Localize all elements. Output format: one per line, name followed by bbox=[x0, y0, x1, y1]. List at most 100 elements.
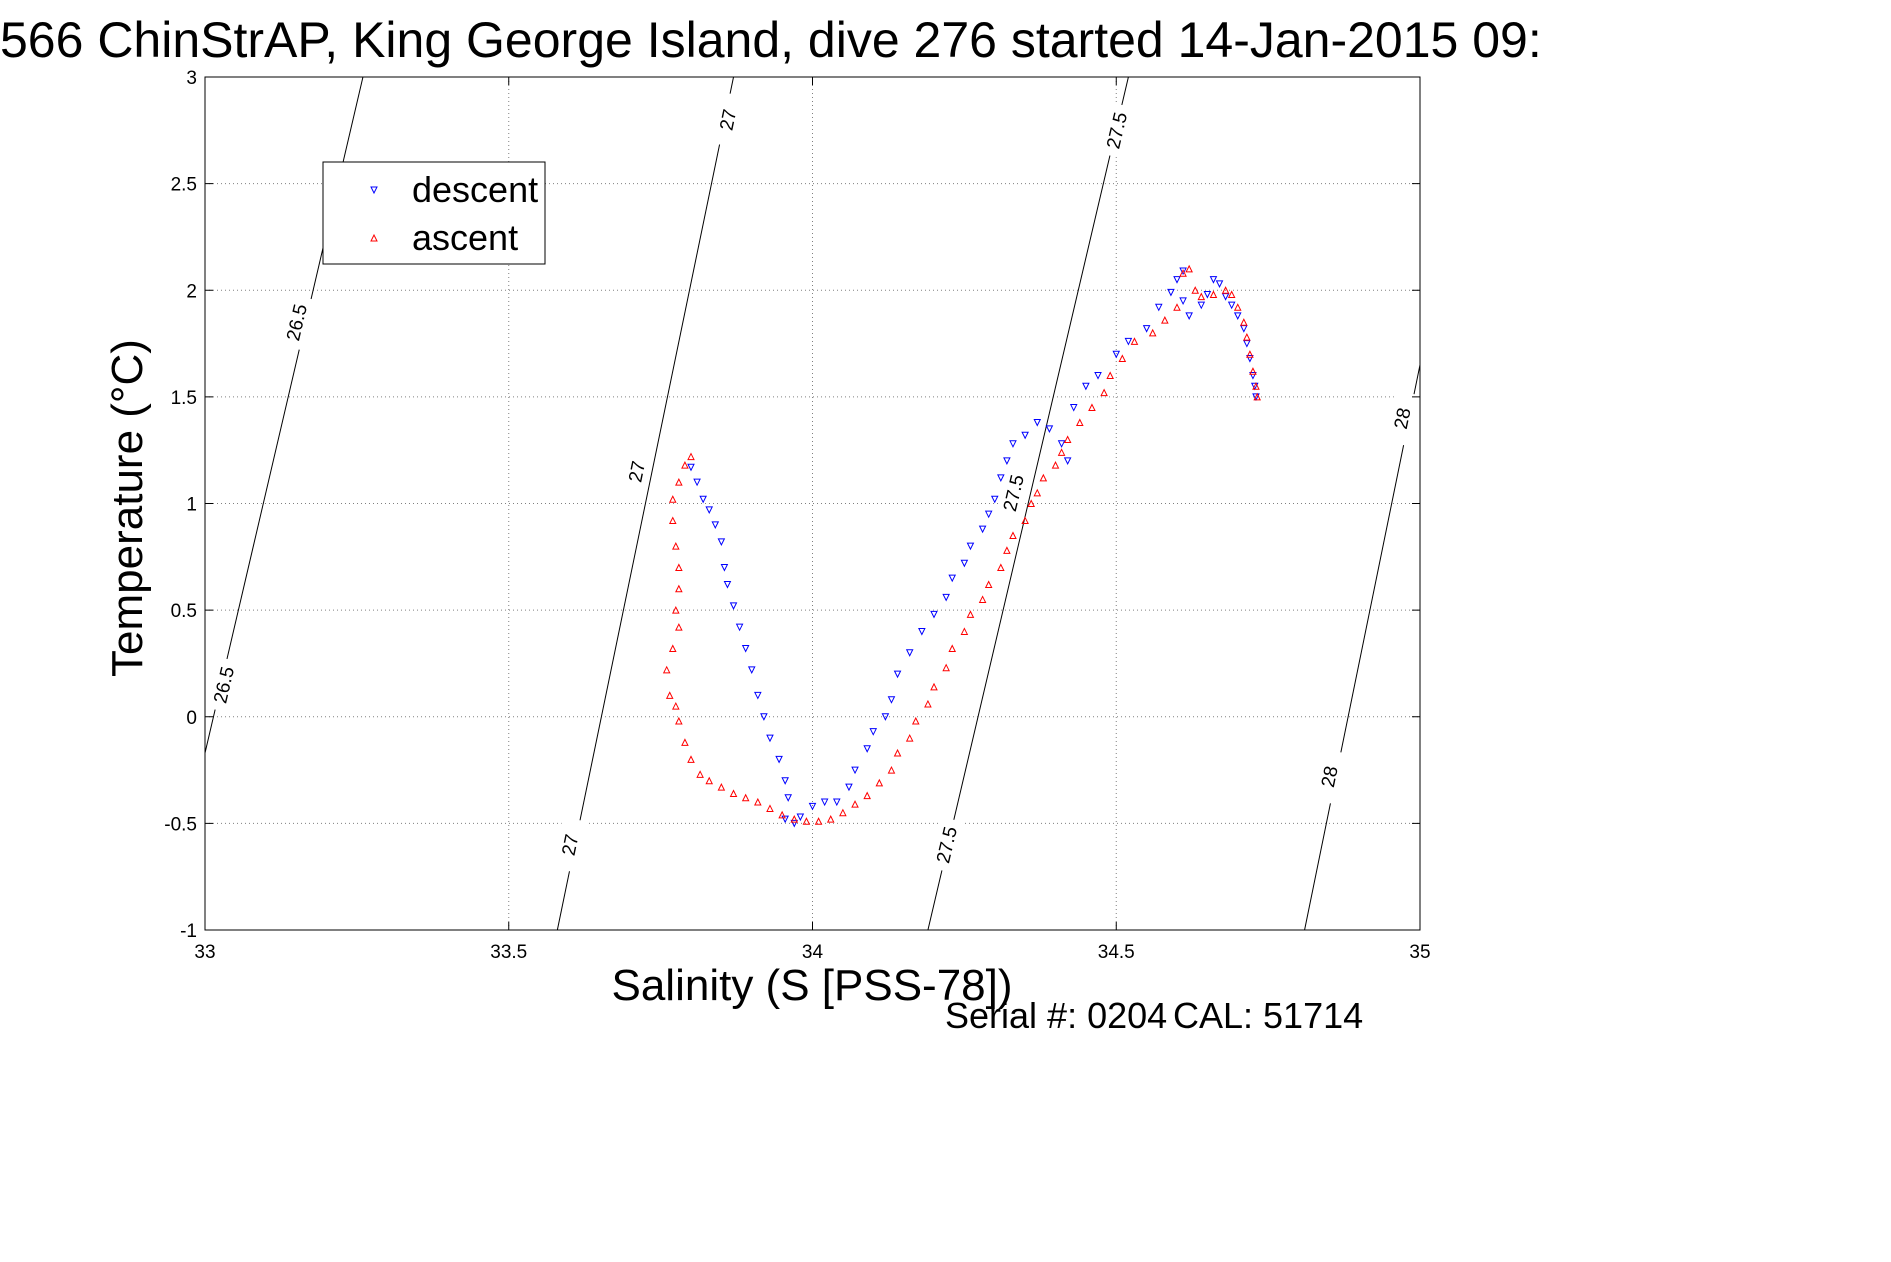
descent-point bbox=[705, 506, 714, 515]
ascent-point bbox=[1051, 460, 1060, 469]
contour-label-gap bbox=[619, 443, 654, 500]
ascent-point bbox=[675, 623, 683, 631]
ascent-point bbox=[675, 584, 683, 593]
y-tick-label: -1 bbox=[180, 921, 197, 942]
ascent-point bbox=[687, 755, 695, 763]
legend-marker-ascent bbox=[370, 233, 378, 242]
y-tick-label: 2.5 bbox=[171, 175, 197, 196]
contour-label-gap bbox=[1098, 102, 1134, 159]
descent-point bbox=[869, 728, 878, 736]
ascent-point bbox=[851, 800, 859, 808]
ascent-point bbox=[668, 516, 677, 525]
descent-point bbox=[1021, 431, 1029, 440]
contour-label-gap bbox=[1384, 390, 1419, 447]
legend-label-descent: descent bbox=[412, 169, 538, 210]
x-tick-label: 33.5 bbox=[490, 942, 527, 963]
ascent-point bbox=[1173, 303, 1181, 311]
legend-items: descent ascent bbox=[370, 169, 538, 258]
y-tick-label: 1 bbox=[186, 495, 197, 516]
ascent-point bbox=[665, 691, 674, 699]
serial-number: Serial #: 0204 bbox=[945, 995, 1167, 1036]
ascent-point bbox=[696, 770, 704, 778]
ascent-point bbox=[668, 495, 677, 503]
ascent-point bbox=[911, 716, 920, 725]
ascent-point bbox=[1033, 488, 1042, 497]
descent-point bbox=[741, 645, 750, 653]
descent-point bbox=[790, 819, 799, 828]
descent-point bbox=[1033, 418, 1042, 427]
ascent-point bbox=[741, 793, 750, 802]
descent-point bbox=[1045, 425, 1054, 433]
y-tick-label: 3 bbox=[186, 68, 197, 89]
descent-point bbox=[1094, 372, 1102, 380]
ascent-point bbox=[905, 733, 914, 742]
ascent-point bbox=[839, 808, 847, 817]
descent-point bbox=[699, 495, 707, 504]
ascent-point bbox=[1106, 371, 1114, 380]
contour-label: 27 bbox=[625, 459, 650, 484]
ascent-point bbox=[1063, 435, 1072, 444]
descent-point bbox=[1203, 291, 1212, 299]
descent-point bbox=[796, 813, 805, 822]
descent-point bbox=[1112, 350, 1121, 359]
ascent-point bbox=[1027, 499, 1036, 507]
descent-point bbox=[781, 777, 789, 785]
ascent-point bbox=[754, 797, 762, 806]
y-tick-label: 1.5 bbox=[171, 388, 197, 409]
descent-point bbox=[1142, 325, 1151, 333]
ascent-point bbox=[1240, 318, 1248, 326]
descent-point bbox=[930, 610, 938, 619]
x-axis-title: Salinity (S [PSS-78]) bbox=[611, 961, 1012, 1010]
legend: descent ascent bbox=[322, 161, 546, 265]
legend-box bbox=[322, 161, 546, 265]
ascent-point bbox=[924, 699, 932, 708]
ascent-point bbox=[863, 791, 871, 800]
descent-point bbox=[754, 691, 762, 700]
descent-point bbox=[729, 602, 738, 610]
ascent-point bbox=[802, 817, 811, 825]
ascent-point bbox=[1148, 328, 1157, 337]
x-tick-label: 34 bbox=[802, 942, 824, 963]
ascent-point bbox=[978, 595, 987, 603]
descent-point bbox=[1124, 337, 1133, 346]
ascent-point bbox=[1249, 367, 1257, 375]
descent-point bbox=[1197, 301, 1206, 310]
ascent-point bbox=[826, 814, 835, 823]
tick-layer: 33 33.5 34 34.5 35 -1 -0.5 0 0.5 1 1.5 2 2.5 3 bbox=[164, 68, 1430, 963]
descent-point bbox=[1069, 404, 1078, 412]
calibration-number: CAL: 51714 bbox=[1173, 995, 1363, 1036]
series-layer bbox=[662, 264, 1261, 828]
y-axis-title: Temperature (°C) bbox=[103, 339, 152, 677]
ascent-point bbox=[729, 789, 738, 798]
ascent-point bbox=[948, 644, 957, 653]
descent-point bbox=[990, 495, 999, 504]
descent-point bbox=[1167, 288, 1175, 297]
ascent-point bbox=[1009, 531, 1017, 539]
density-contour-line bbox=[1304, 364, 1421, 931]
descent-point bbox=[997, 474, 1005, 483]
descent-point bbox=[747, 666, 756, 674]
ascent-point bbox=[966, 610, 975, 618]
ascent-point bbox=[675, 563, 683, 571]
descent-point bbox=[781, 815, 789, 824]
contour-label-gap bbox=[278, 294, 314, 351]
ascent-point bbox=[1161, 315, 1169, 324]
descent-point bbox=[723, 581, 732, 589]
ascent-point bbox=[1100, 388, 1108, 397]
ascent-point bbox=[717, 783, 726, 791]
descent-point bbox=[1215, 280, 1224, 288]
ascent-point bbox=[1221, 286, 1230, 294]
contour-label-gap bbox=[995, 464, 1031, 521]
ascent-point bbox=[1021, 516, 1029, 525]
ascent-point bbox=[814, 817, 823, 825]
descent-point bbox=[851, 766, 859, 775]
ascent-point bbox=[1088, 403, 1096, 412]
ascent-point bbox=[984, 580, 993, 589]
descent-point bbox=[1179, 297, 1187, 306]
ascent-point bbox=[1057, 448, 1066, 456]
y-tick-label: -0.5 bbox=[164, 814, 197, 835]
ascent-point bbox=[778, 810, 786, 819]
descent-point bbox=[1250, 382, 1259, 391]
x-tick-label: 33 bbox=[194, 942, 215, 963]
